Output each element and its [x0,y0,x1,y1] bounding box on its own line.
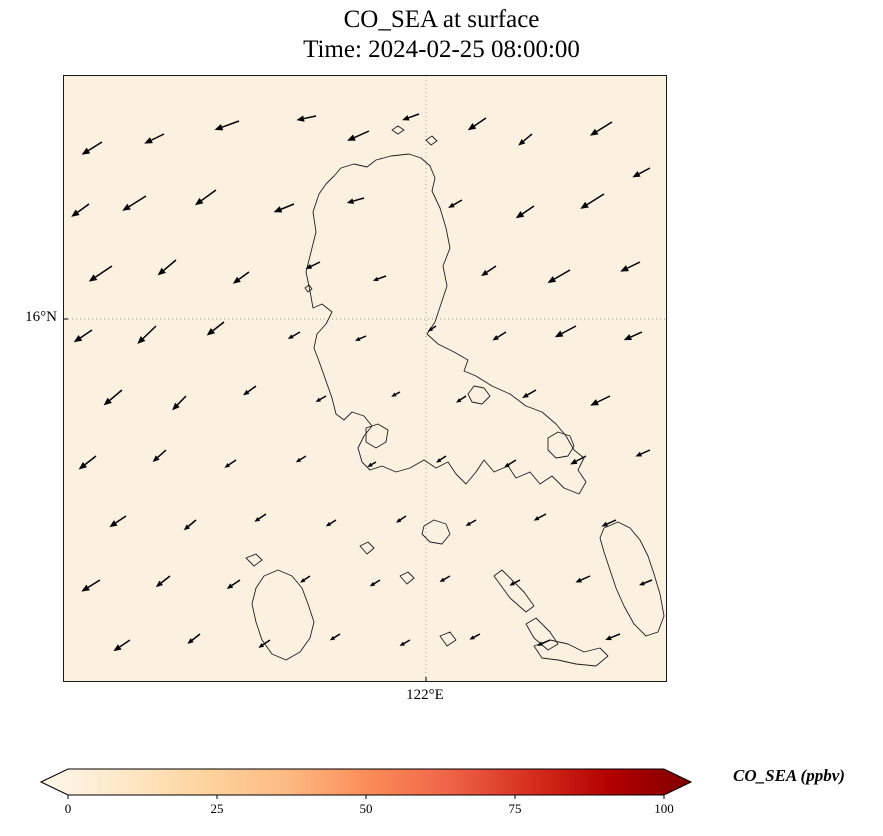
colorbar-svg: 0 25 50 75 100 [39,768,693,816]
colorbar: 0 25 50 75 100 [39,768,693,820]
colorbar-label: CO_SEA (ppbv) [733,766,845,785]
svg-text:100: 100 [654,801,674,816]
figure-subtitle: Time: 2024-02-25 08:00:00 [303,36,580,63]
svg-text:25: 25 [211,801,224,816]
svg-text:50: 50 [360,801,373,816]
svg-text:75: 75 [509,801,522,816]
lat-tick-label: 16°N [25,309,57,325]
figure-title: CO_SEA at surface [343,6,540,33]
lon-tick-label: 122°E [406,687,444,703]
map-svg [64,76,666,681]
map-panel [63,75,667,682]
svg-text:0: 0 [65,801,72,816]
